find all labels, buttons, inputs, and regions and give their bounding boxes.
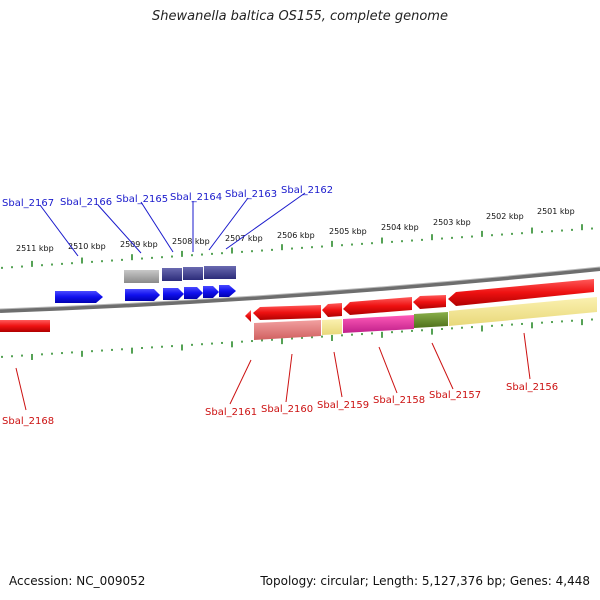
gene-arrow-sbal-2161[interactable] <box>245 310 251 322</box>
kbp-label: 2506 kbp <box>277 231 315 240</box>
top-leader-lines <box>39 192 306 257</box>
top-tick-track <box>1 224 593 269</box>
gene-label-sbal-2157[interactable]: Sbal_2157 <box>429 390 481 401</box>
gene-label-sbal-2156[interactable]: Sbal_2156 <box>506 382 558 393</box>
feature-bar-magenta <box>343 315 414 333</box>
kbp-label: 2509 kbp <box>120 240 158 249</box>
kbp-label: 2511 kbp <box>16 244 54 253</box>
feature-bar-pink <box>254 320 321 340</box>
gene-arrow-sbal-2156[interactable] <box>448 279 594 306</box>
gene-label-sbal-2167[interactable]: Sbal_2167 <box>2 198 54 209</box>
bottom-leader-lines <box>15 332 531 411</box>
gene-arrow-sbal-2163[interactable] <box>203 286 219 298</box>
gene-arrow-sbal-2157[interactable] <box>413 295 446 309</box>
gene-label-sbal-2159[interactable]: Sbal_2159 <box>317 400 369 411</box>
gene-label-sbal-2162[interactable]: Sbal_2162 <box>281 185 333 196</box>
kbp-label: 2503 kbp <box>433 218 471 227</box>
topology-text: Topology: circular; Length: 5,127,376 bp… <box>260 574 590 588</box>
gene-label-sbal-2164[interactable]: Sbal_2164 <box>170 192 222 203</box>
gene-label-sbal-2166[interactable]: Sbal_2166 <box>60 197 112 208</box>
gene-label-sbal-2161[interactable]: Sbal_2161 <box>205 407 257 418</box>
kbp-label: 2504 kbp <box>381 223 419 232</box>
feature-bar-navy <box>183 267 203 280</box>
kbp-label: 2505 kbp <box>329 227 367 236</box>
gene-arrow-sbal-2164[interactable] <box>184 287 203 299</box>
kbp-label: 2501 kbp <box>537 207 575 216</box>
genome-title: Shewanella baltica OS155, complete genom… <box>152 9 448 24</box>
gene-label-sbal-2158[interactable]: Sbal_2158 <box>373 395 425 406</box>
gene-label-sbal-2163[interactable]: Sbal_2163 <box>225 189 277 200</box>
gene-arrow-sbal-2167[interactable] <box>55 291 103 303</box>
gene-arrow-sbal-2159[interactable] <box>322 303 342 317</box>
bottom-tick-track <box>1 318 593 360</box>
gene-arrow-sbal-2158[interactable] <box>343 297 412 315</box>
kbp-label: 2508 kbp <box>172 237 210 246</box>
feature-bar-yellow <box>449 297 597 326</box>
genome-backbone <box>0 267 600 313</box>
gene-arrow-sbal-2160[interactable] <box>253 305 321 320</box>
kbp-label: 2502 kbp <box>486 212 524 221</box>
gene-arrow-sbal-2165[interactable] <box>163 288 184 300</box>
gene-arrow-sbal-2168[interactable] <box>0 320 50 332</box>
feature-bar-gray <box>124 270 159 283</box>
gene-arrow-sbal-2162[interactable] <box>219 285 236 297</box>
feature-bar-yellow <box>322 319 342 335</box>
accession-text: Accession: NC_009052 <box>9 574 146 588</box>
gene-label-sbal-2160[interactable]: Sbal_2160 <box>261 404 313 415</box>
feature-bar-navy <box>162 268 182 281</box>
gene-label-sbal-2168[interactable]: Sbal_2168 <box>2 416 54 427</box>
gene-label-sbal-2165[interactable]: Sbal_2165 <box>116 194 168 205</box>
kbp-label: 2510 kbp <box>68 242 106 251</box>
kbp-label: 2507 kbp <box>225 234 263 243</box>
feature-bar-olive <box>414 312 448 328</box>
gene-arrow-sbal-2166[interactable] <box>125 289 160 301</box>
feature-bar-navy <box>204 266 236 279</box>
